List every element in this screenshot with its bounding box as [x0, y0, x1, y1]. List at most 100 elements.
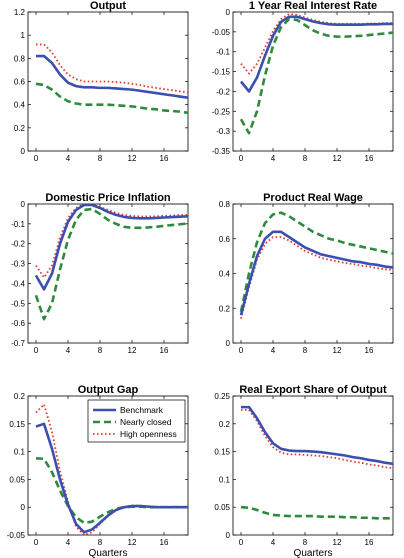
chart-title: Domestic Price Inflation: [45, 192, 171, 204]
y-tick-label: 0.2: [14, 392, 26, 401]
y-tick-label: 0.1: [14, 448, 26, 457]
y-tick-label: 1.2: [14, 8, 26, 17]
x-tick-label: 0: [239, 154, 244, 163]
x-tick-label: 16: [365, 538, 374, 547]
y-tick-label: -0.5: [11, 299, 25, 308]
plot-area-frame: [232, 203, 394, 344]
chart-panel-4: Output Gap -0.05 0 0.05 0.1 0.15 0.2 0 4 8 12 16 Qua…: [7, 384, 189, 558]
chart-panel-1: 1 Year Real Interest Rate -0.35 -0.3 -0.25 -…: [212, 0, 394, 163]
x-tick-label: 4: [271, 346, 276, 355]
y-tick-label: -0.3: [216, 127, 230, 136]
y-tick-label: -0.05: [212, 28, 231, 37]
legend-label: Nearly closed: [120, 417, 172, 427]
series-line-high-openness: [241, 409, 393, 470]
x-tick-label: 16: [160, 346, 169, 355]
x-tick-label: 4: [66, 538, 71, 547]
y-tick-label: -0.05: [7, 531, 26, 540]
y-tick-label: -0.1: [216, 48, 230, 57]
y-tick-label: -0.15: [212, 68, 231, 77]
x-tick-label: 4: [271, 538, 276, 547]
y-tick-label: 0.15: [9, 420, 25, 429]
y-tick-label: 0.05: [214, 503, 230, 512]
y-tick-label: -0.3: [11, 260, 25, 269]
x-tick-label: 16: [365, 346, 374, 355]
y-tick-label: 0: [21, 147, 26, 156]
x-tick-label: 0: [239, 538, 244, 547]
y-tick-label: -0.7: [11, 339, 25, 348]
legend: Benchmark Nearly closed High openness: [87, 399, 186, 443]
x-tick-label: 0: [34, 346, 39, 355]
chart-panel-5: Real Export Share of Output 0 0.05 0.1 0.15 0…: [214, 384, 394, 558]
y-tick-label: 0: [226, 339, 231, 348]
x-tick-label: 16: [160, 538, 169, 547]
y-tick-label: -0.25: [212, 107, 231, 116]
chart-title: Product Real Wage: [263, 192, 363, 204]
chart-title: Real Export Share of Output: [239, 384, 387, 396]
legend-label: High openness: [120, 429, 177, 439]
y-tick-label: 0.2: [219, 304, 231, 313]
y-tick-label: 0.4: [14, 101, 26, 110]
x-axis-label: Quarters: [89, 548, 128, 558]
series-line-high-openness: [36, 43, 188, 94]
x-tick-label: 16: [160, 154, 169, 163]
chart-panel-0: Output 0 0.2 0.4 0.6 0.8 1 1.2 0 4 8 12 16: [14, 0, 189, 163]
chart-title: Output Gap: [78, 384, 139, 396]
series-line-benchmark: [34, 204, 188, 291]
x-tick-label: 4: [271, 154, 276, 163]
y-tick-label: -0.1: [11, 220, 25, 229]
y-tick-label: 0.1: [219, 475, 231, 484]
x-tick-label: 4: [66, 154, 71, 163]
series-line-high-openness: [35, 204, 188, 279]
x-tick-label: 16: [365, 154, 374, 163]
x-tick-label: 0: [239, 346, 244, 355]
y-tick-label: 0.8: [219, 200, 231, 209]
series-line-nearly-closed: [34, 207, 188, 321]
series-line-nearly-closed: [240, 505, 393, 520]
y-tick-label: 0.4: [219, 270, 231, 279]
x-tick-label: 12: [333, 154, 342, 163]
y-tick-label: 0.25: [214, 392, 230, 401]
series-line-benchmark: [36, 54, 188, 100]
y-tick-label: -0.35: [212, 147, 231, 156]
series-line-nearly-closed: [35, 82, 188, 115]
x-tick-label: 12: [128, 346, 137, 355]
y-tick-label: -0.6: [11, 319, 25, 328]
series-line-benchmark: [241, 405, 393, 466]
series-line-nearly-closed: [239, 17, 393, 135]
x-tick-label: 12: [333, 538, 342, 547]
x-tick-label: 8: [98, 346, 103, 355]
x-tick-label: 4: [66, 346, 71, 355]
y-tick-label: 0.05: [9, 475, 25, 484]
y-tick-label: 1: [21, 31, 26, 40]
y-tick-label: 0.6: [14, 78, 26, 87]
x-axis-label: Quarters: [294, 548, 333, 558]
chart-title: 1 Year Real Interest Rate: [249, 0, 377, 12]
y-tick-label: 0.6: [219, 235, 231, 244]
series-line-benchmark: [239, 15, 393, 93]
y-tick-label: 0.15: [214, 448, 230, 457]
y-tick-label: -0.4: [11, 279, 25, 288]
chart-panel-3: Product Real Wage 0 0.2 0.4 0.6 0.8 0 4 8 12 16: [219, 192, 394, 355]
x-tick-label: 0: [34, 538, 39, 547]
y-tick-label: 0: [21, 503, 26, 512]
y-tick-label: -0.2: [11, 240, 25, 249]
y-tick-label: -0.2: [216, 87, 230, 96]
x-tick-label: 12: [128, 154, 137, 163]
series-line-high-openness: [35, 403, 188, 535]
x-tick-label: 8: [98, 154, 103, 163]
series-line-benchmark: [239, 230, 393, 316]
y-tick-label: 0.8: [14, 54, 26, 63]
series-line-benchmark: [35, 422, 188, 534]
series-line-nearly-closed: [239, 211, 393, 312]
y-tick-label: 0.2: [219, 420, 231, 429]
x-tick-label: 8: [303, 154, 308, 163]
plot-area-frame: [232, 11, 394, 152]
y-tick-label: 0: [21, 200, 26, 209]
legend-label: Benchmark: [120, 405, 164, 415]
series-line-high-openness: [240, 236, 393, 319]
chart-panel-2: Domestic Price Inflation -0.7 -0.6 -0.5 -0.4…: [11, 192, 189, 355]
x-tick-label: 0: [34, 154, 39, 163]
chart-title: Output: [90, 0, 126, 12]
x-tick-label: 12: [128, 538, 137, 547]
